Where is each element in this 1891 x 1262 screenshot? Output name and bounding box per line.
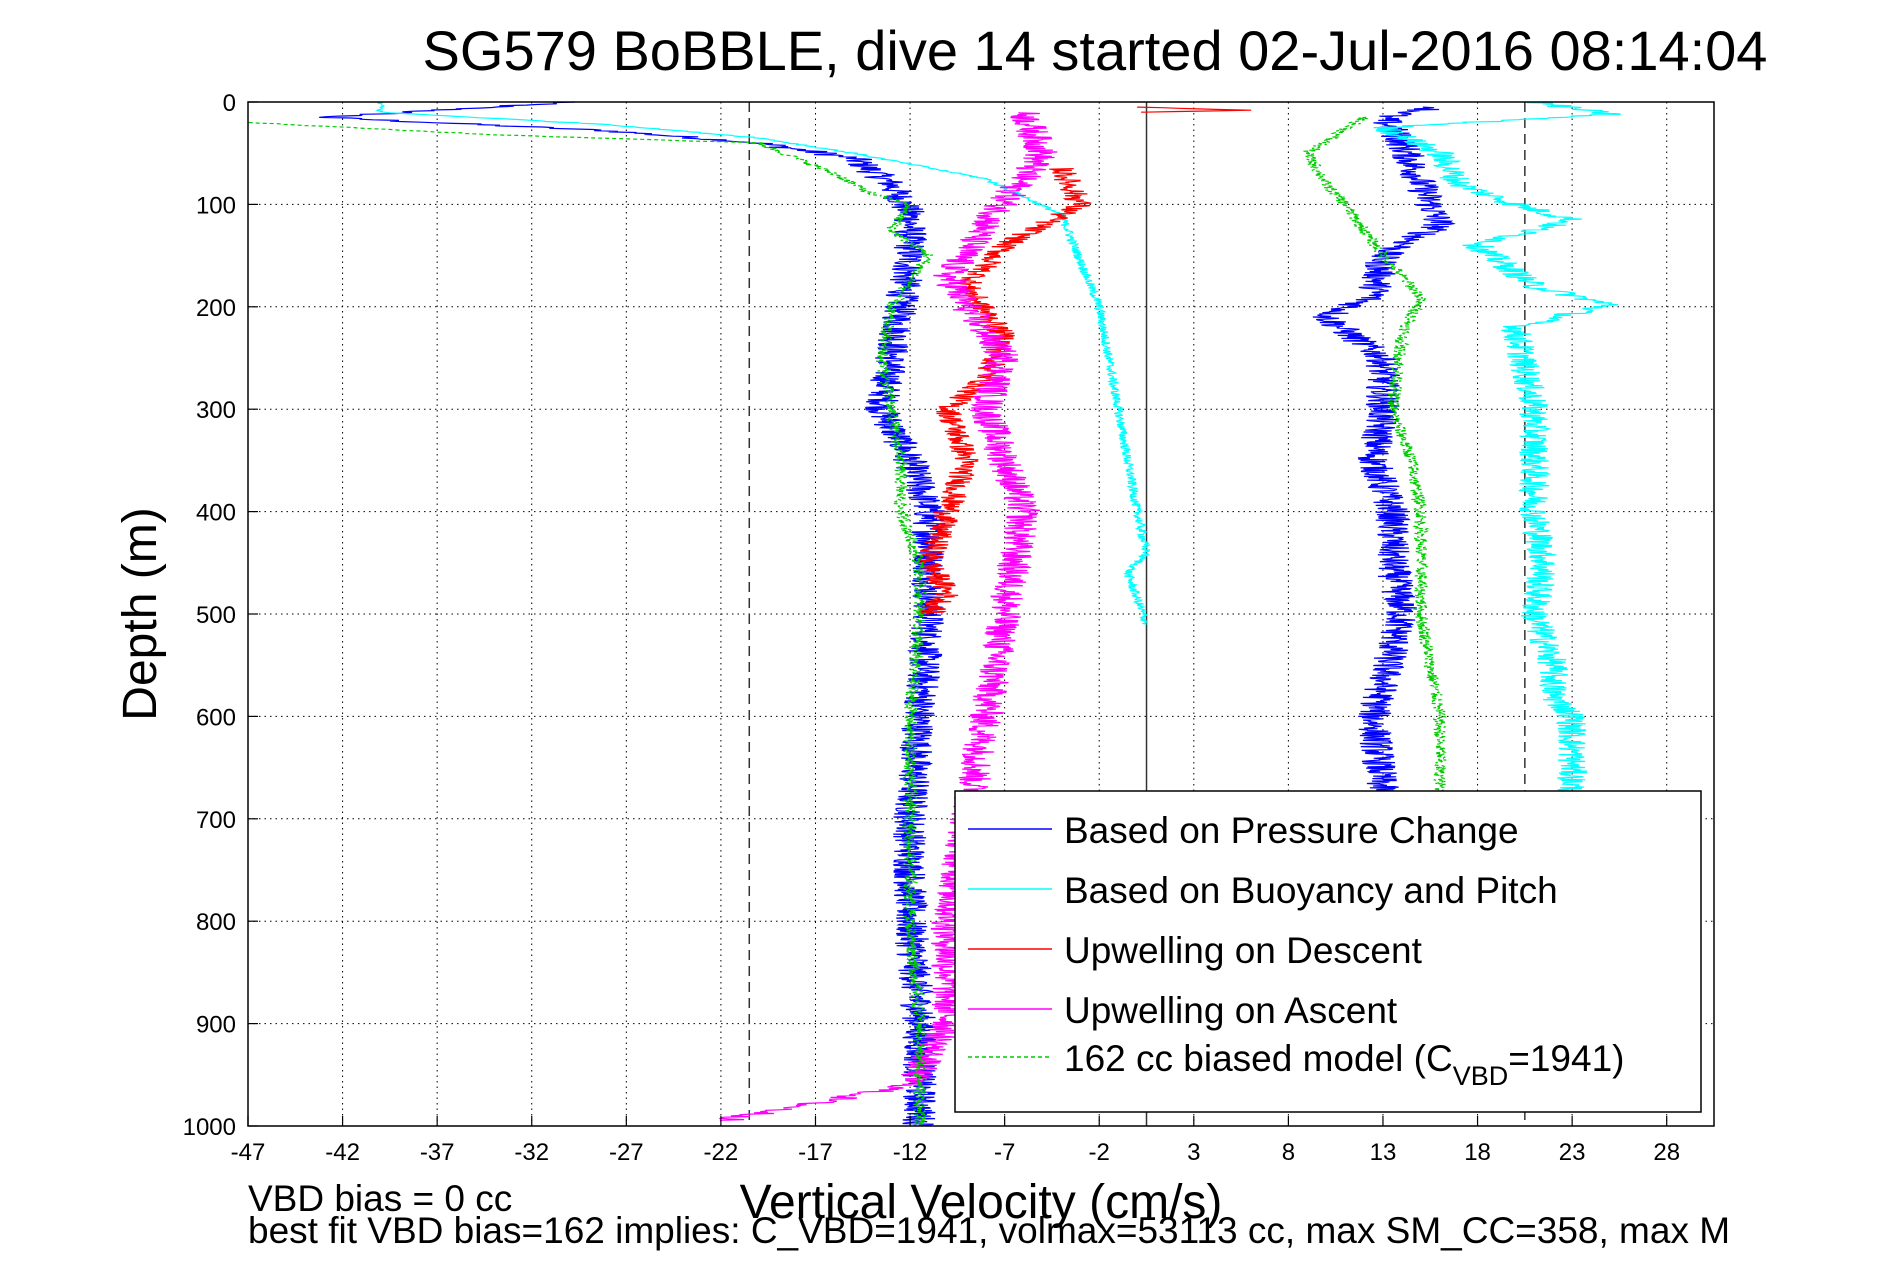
series-line-7	[248, 121, 934, 1127]
x-tick-label: 3	[1187, 1139, 1200, 1166]
legend-label-prefix: 162 cc biased model (C	[1064, 1038, 1453, 1079]
y-tick-label: 1000	[183, 1114, 236, 1141]
data-series	[248, 101, 1621, 1127]
y-tick-label: 400	[196, 500, 236, 527]
x-tick-label: 23	[1559, 1139, 1586, 1166]
x-tick-label: -42	[325, 1139, 360, 1166]
y-tick-label: 500	[196, 602, 236, 629]
series-line-0	[319, 101, 946, 1127]
x-tick-label: 13	[1370, 1139, 1397, 1166]
legend-label: 162 cc biased model (CVBD=1941)	[1064, 1038, 1624, 1091]
series-line-8	[1302, 116, 1448, 799]
series-line-1	[1312, 106, 1456, 799]
x-tick-label: -12	[893, 1139, 928, 1166]
legend-label: Based on Pressure Change	[1064, 810, 1519, 851]
best-fit-note: best fit VBD bias=162 implies: C_VBD=194…	[248, 1210, 1731, 1251]
y-tick-label: 800	[196, 909, 236, 936]
y-tick-label: 600	[196, 704, 236, 731]
legend-box	[954, 790, 1702, 1113]
legend: Based on Pressure Change Based on Buoyanc…	[954, 790, 1702, 1113]
series-line-5	[1137, 106, 1252, 113]
axis-ticks: -47 -42 -37 -32 -27 -22 -17 -12 -7 -2 3 8 13 18 23 28 0 1…	[183, 90, 1680, 1166]
y-axis-label: Depth (m)	[114, 507, 167, 720]
x-tick-label: 8	[1282, 1139, 1295, 1166]
legend-label: Based on Buoyancy and Pitch	[1064, 870, 1558, 911]
series-line-6	[718, 111, 1058, 1122]
legend-label: Upwelling on Ascent	[1064, 990, 1398, 1031]
legend-label: Upwelling on Descent	[1064, 930, 1423, 971]
x-tick-label: 28	[1653, 1139, 1680, 1166]
legend-label-suffix: =1941)	[1508, 1038, 1624, 1079]
x-tick-label: -2	[1089, 1139, 1110, 1166]
y-tick-label: 200	[196, 295, 236, 322]
vbd-bias-note: VBD bias = 0 cc	[248, 1178, 513, 1219]
series-line-4	[918, 168, 1092, 615]
legend-label-subscript: VBD	[1453, 1061, 1509, 1091]
x-tick-label: -32	[514, 1139, 549, 1166]
y-tick-label: 900	[196, 1012, 236, 1039]
x-tick-label: 18	[1464, 1139, 1491, 1166]
x-tick-label: -22	[704, 1139, 739, 1166]
y-tick-label: 700	[196, 807, 236, 834]
y-tick-label: 100	[196, 192, 236, 219]
x-tick-label: -47	[231, 1139, 266, 1166]
x-tick-label: -7	[994, 1139, 1015, 1166]
series-line-2	[375, 101, 1151, 625]
series-line-3	[1373, 101, 1621, 799]
x-tick-label: -17	[798, 1139, 833, 1166]
x-tick-label: -37	[420, 1139, 455, 1166]
x-axis-label: Vertical Velocity (cm/s)	[740, 1176, 1223, 1229]
y-tick-label: 300	[196, 397, 236, 424]
y-tick-label: 0	[223, 90, 236, 117]
chart-title: SG579 BoBBLE, dive 14 started 02-Jul-201…	[423, 19, 1768, 82]
x-tick-label: -27	[609, 1139, 644, 1166]
